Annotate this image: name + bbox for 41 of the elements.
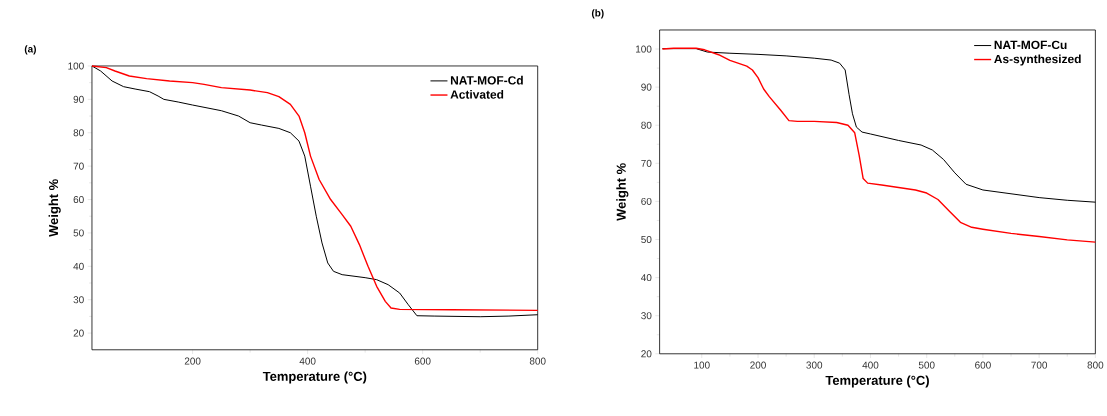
y-tick-label: 30 xyxy=(641,312,652,320)
y-tick-label: 100 xyxy=(636,45,652,53)
x-tick-label: 200 xyxy=(184,357,201,365)
x-tick-label: 800 xyxy=(529,357,546,365)
x-tick-label: 100 xyxy=(694,361,710,369)
y-tick-label: 50 xyxy=(641,236,652,244)
y-tick-label: 60 xyxy=(73,196,84,204)
y-tick-label: 70 xyxy=(73,162,84,170)
y-tick-label: 60 xyxy=(641,198,652,206)
y-tick-label: 100 xyxy=(68,62,84,70)
x-tick-label: 300 xyxy=(806,361,823,369)
x-tick-label: 600 xyxy=(414,357,431,365)
y-axis-title: Weight % xyxy=(48,179,61,237)
x-tick-label: 700 xyxy=(1031,361,1048,369)
chart-title: (b) xyxy=(591,9,604,19)
x-axis-title: Temperature (°C) xyxy=(262,371,367,384)
y-tick-label: 70 xyxy=(641,159,652,167)
chart-title: (a) xyxy=(24,45,36,55)
y-tick-label: 40 xyxy=(641,274,652,282)
y-tick-label: 90 xyxy=(641,83,652,91)
y-tick-label: 30 xyxy=(73,296,84,304)
x-tick-label: 500 xyxy=(918,361,935,369)
legend-label: NAT-MOF-Cu xyxy=(994,40,1067,50)
y-tick-label: 80 xyxy=(641,121,652,129)
y-tick-label: 20 xyxy=(73,329,84,337)
legend-label: NAT-MOF-Cd xyxy=(450,75,523,85)
y-axis-title: Weight % xyxy=(616,163,629,221)
x-tick-label: 400 xyxy=(862,361,879,369)
legend-label: As-synthesized xyxy=(994,54,1081,66)
x-axis-title: Temperature (°C) xyxy=(825,375,929,388)
y-tick-label: 80 xyxy=(73,129,84,137)
x-tick-label: 400 xyxy=(299,357,316,365)
x-tick-label: 800 xyxy=(1087,361,1104,369)
y-tick-label: 90 xyxy=(73,95,84,103)
line-series xyxy=(661,47,1097,243)
x-tick-label: 600 xyxy=(975,361,991,369)
x-tick-label: 200 xyxy=(750,361,766,369)
y-tick-label: 20 xyxy=(641,350,652,358)
legend-label: Activated xyxy=(450,90,504,99)
y-tick-label: 40 xyxy=(73,262,84,270)
y-tick-label: 50 xyxy=(73,229,84,237)
